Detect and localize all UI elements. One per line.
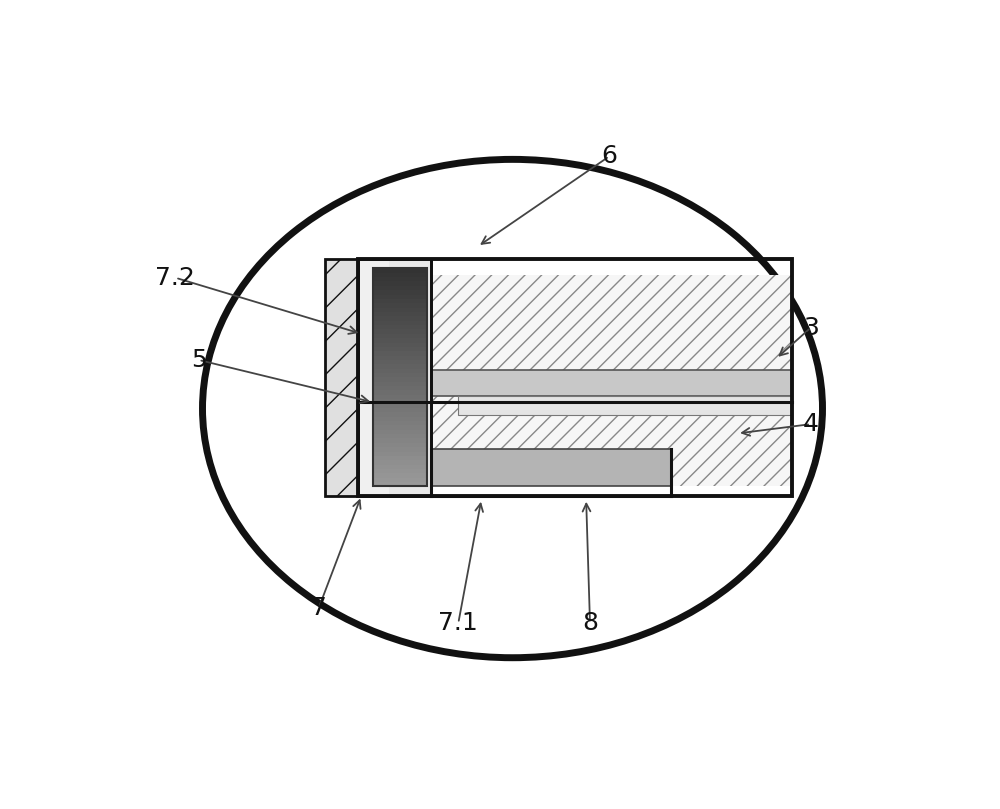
Bar	[373, 438, 427, 443]
Text: 6: 6	[601, 144, 617, 168]
Bar	[373, 481, 427, 486]
Bar	[373, 320, 427, 325]
Bar	[373, 399, 427, 404]
Bar	[373, 324, 427, 329]
Bar	[373, 294, 427, 299]
Bar	[373, 268, 427, 273]
Bar	[373, 434, 427, 438]
Bar	[373, 386, 427, 391]
Bar	[431, 370, 792, 396]
Text: 8: 8	[582, 612, 598, 635]
Bar	[358, 259, 388, 496]
Bar	[358, 259, 431, 496]
Bar	[373, 477, 427, 482]
Bar	[373, 303, 427, 307]
Bar	[373, 407, 427, 413]
Text: 7.1: 7.1	[438, 612, 478, 635]
Bar	[431, 402, 792, 486]
Bar	[373, 355, 427, 360]
Bar	[431, 274, 792, 402]
Bar	[373, 316, 427, 320]
Bar	[373, 425, 427, 430]
Bar	[373, 337, 427, 342]
Text: 4: 4	[803, 412, 819, 436]
Bar	[373, 359, 427, 364]
Bar	[373, 277, 427, 282]
Bar	[373, 350, 427, 356]
Text: 7.2: 7.2	[155, 265, 195, 290]
Bar	[373, 372, 427, 377]
Bar	[373, 328, 427, 334]
Text: 7: 7	[311, 596, 327, 620]
Bar	[458, 396, 792, 415]
Bar	[358, 259, 792, 496]
Bar	[373, 381, 427, 386]
Text: 5: 5	[191, 348, 207, 372]
Bar	[431, 402, 792, 486]
Bar	[373, 342, 427, 347]
Bar	[431, 449, 671, 486]
Bar	[373, 290, 427, 294]
Bar	[373, 403, 427, 408]
Bar	[373, 412, 427, 417]
Bar	[373, 468, 427, 473]
Bar	[325, 259, 358, 496]
Bar	[373, 451, 427, 456]
Bar	[373, 390, 427, 395]
Bar	[373, 429, 427, 434]
Bar	[373, 281, 427, 286]
Text: 3: 3	[803, 316, 819, 340]
Bar	[373, 472, 427, 477]
Bar	[373, 377, 427, 382]
Bar	[373, 421, 427, 426]
Bar	[373, 455, 427, 460]
Bar	[373, 416, 427, 421]
Bar	[373, 311, 427, 316]
Bar	[373, 394, 427, 399]
Bar	[373, 364, 427, 369]
Bar	[431, 274, 792, 402]
Bar	[373, 464, 427, 469]
Bar	[373, 346, 427, 351]
Bar	[373, 368, 427, 373]
Bar	[373, 333, 427, 338]
Bar	[373, 299, 427, 303]
Bar	[373, 460, 427, 464]
Bar	[373, 443, 427, 447]
Bar	[373, 286, 427, 290]
Bar	[373, 272, 427, 277]
Bar	[373, 307, 427, 312]
Bar	[358, 259, 431, 496]
Bar	[373, 447, 427, 451]
Bar	[373, 269, 427, 486]
